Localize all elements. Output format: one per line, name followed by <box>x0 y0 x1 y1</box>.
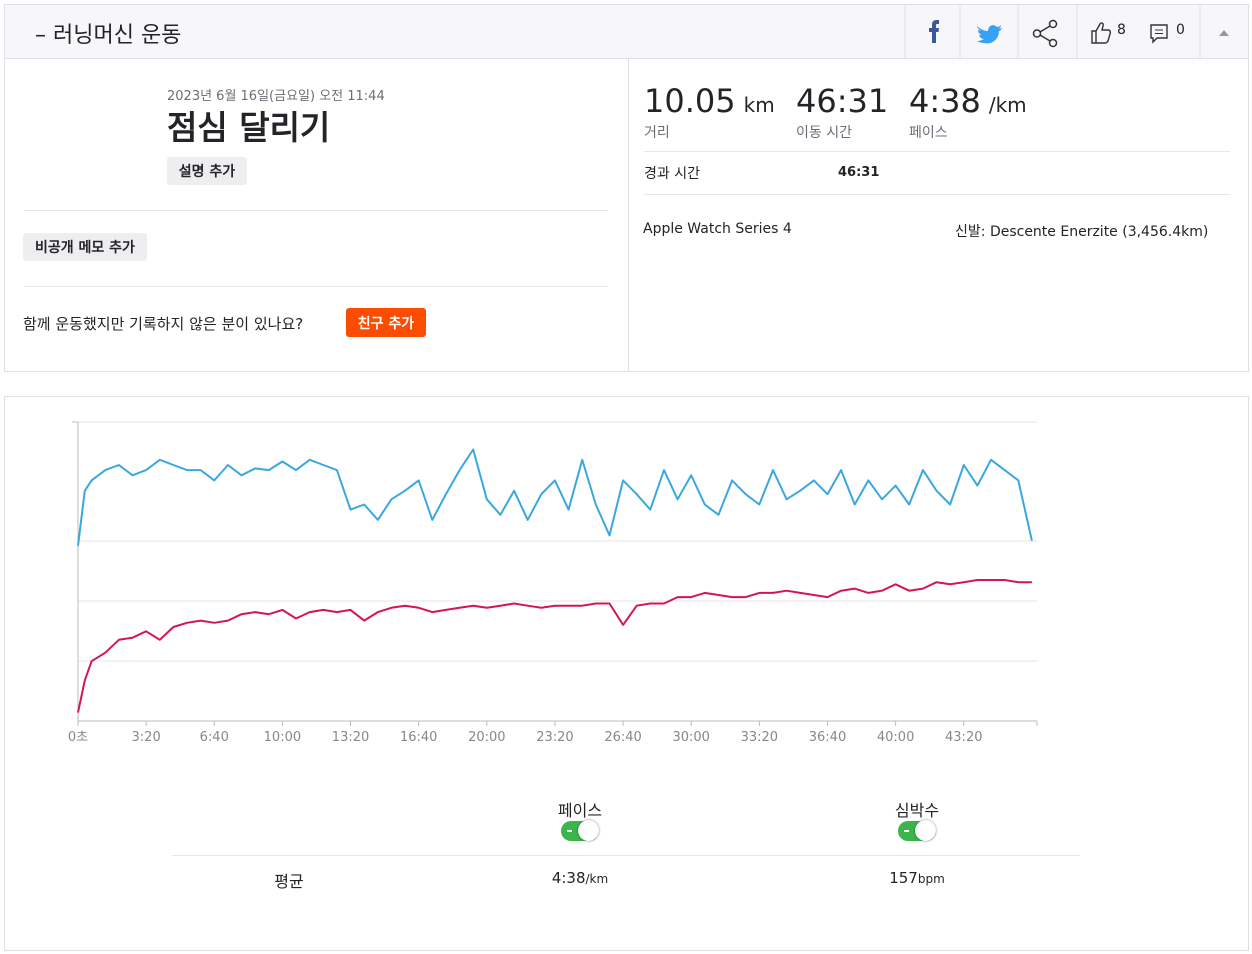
separator <box>172 855 1080 856</box>
header-title: – 러닝머신 운동 <box>35 23 182 48</box>
share-icon[interactable] <box>1032 19 1058 48</box>
toggle-knob <box>578 820 599 841</box>
shoes-value: Descente Enerzite (3,456.4km) <box>989 224 1209 240</box>
twitter-icon[interactable] <box>977 25 1002 44</box>
x-tick-label: 23:20 <box>536 730 573 745</box>
elapsed-value: 46:31 <box>838 165 880 180</box>
divider <box>628 59 629 371</box>
stat-number: 10.05 <box>644 82 736 120</box>
comment-count[interactable]: 0 <box>1176 22 1185 38</box>
shoes: 신발: Descente Enerzite (3,456.4km) <box>955 221 1208 241</box>
add-friend-button[interactable]: 친구 추가 <box>346 308 426 337</box>
toggle-knob <box>915 820 936 841</box>
x-tick-label: 3:20 <box>132 730 161 745</box>
x-tick-label: 0초 <box>68 730 88 745</box>
toggle-dash <box>567 830 572 832</box>
x-tick-label: 10:00 <box>264 730 301 745</box>
series-line <box>77 579 1032 713</box>
shoes-label: 신발: <box>955 224 986 240</box>
legend-label[interactable]: 페이스 <box>557 801 603 820</box>
separator <box>644 151 1230 152</box>
header-actions[interactable] <box>900 5 1248 58</box>
facebook-icon[interactable] <box>929 20 939 43</box>
x-tick-label: 13:20 <box>332 730 369 745</box>
private-note-button[interactable]: 비공개 메모 추가 <box>23 233 147 261</box>
x-tick-label: 40:00 <box>877 730 914 745</box>
x-tick-label: 36:40 <box>809 730 846 745</box>
summary-pace: 4:38/km <box>552 869 608 887</box>
comment-icon[interactable] <box>1150 24 1168 44</box>
summary-heart-rate: 157bpm <box>889 869 945 887</box>
add-description-button[interactable]: 설명 추가 <box>167 157 247 185</box>
x-tick-label: 16:40 <box>400 730 437 745</box>
toggle-dash <box>904 830 909 832</box>
stat-number: 46:31 <box>796 82 889 120</box>
stat-label: 페이스 <box>909 125 948 141</box>
stat-value: 46:31 <box>796 82 888 120</box>
chart: 0초 3:20 6:40 10:00 13:20 16:40 20:00 23:20 26:40… <box>68 421 1038 745</box>
pace-value: 4:38 <box>551 869 586 887</box>
series-line <box>77 448 1033 546</box>
stat-number: 4:38 <box>909 82 981 120</box>
activity-card <box>4 4 1249 372</box>
activity-date: 2023년 6월 16일(금요일) 오전 11:44 <box>167 89 385 104</box>
heart-rate-value: 157 <box>889 869 918 887</box>
separator <box>644 194 1230 195</box>
legend-toggle[interactable] <box>898 820 936 841</box>
legend-toggle[interactable] <box>561 820 599 841</box>
elapsed-label: 경과 시간 <box>644 166 700 182</box>
legend-label[interactable]: 심박수 <box>894 801 940 820</box>
activity-name: 점심 달리기 <box>167 108 331 147</box>
chart-card <box>4 396 1249 951</box>
stat-label: 이동 시간 <box>796 125 852 141</box>
summary-label: 평균 <box>274 872 304 891</box>
stat-value: 4:38/km <box>909 82 1027 120</box>
kudos-count[interactable]: 8 <box>1117 22 1126 38</box>
stat-value: 10.05 km <box>644 82 775 120</box>
collapse-icon[interactable] <box>1219 30 1229 36</box>
x-tick-label: 26:40 <box>604 730 641 745</box>
separator <box>24 210 608 211</box>
heart-rate-unit: bpm <box>917 872 945 886</box>
x-tick-label: 43:20 <box>945 730 982 745</box>
stat-unit: km <box>743 93 775 117</box>
x-tick-label: 6:40 <box>200 730 229 745</box>
x-tick-label: 20:00 <box>468 730 505 745</box>
stat-label: 거리 <box>644 125 670 141</box>
x-tick-label: 33:20 <box>741 730 778 745</box>
partner-prompt: 함께 운동했지만 기록하지 않은 분이 있나요? <box>23 315 304 333</box>
separator <box>24 286 608 287</box>
device: Apple Watch Series 4 <box>643 221 792 237</box>
x-tick-label: 30:00 <box>672 730 709 745</box>
kudos-icon[interactable] <box>1091 22 1112 44</box>
stat-unit: /km <box>988 93 1027 117</box>
pace-unit: /km <box>585 872 609 886</box>
